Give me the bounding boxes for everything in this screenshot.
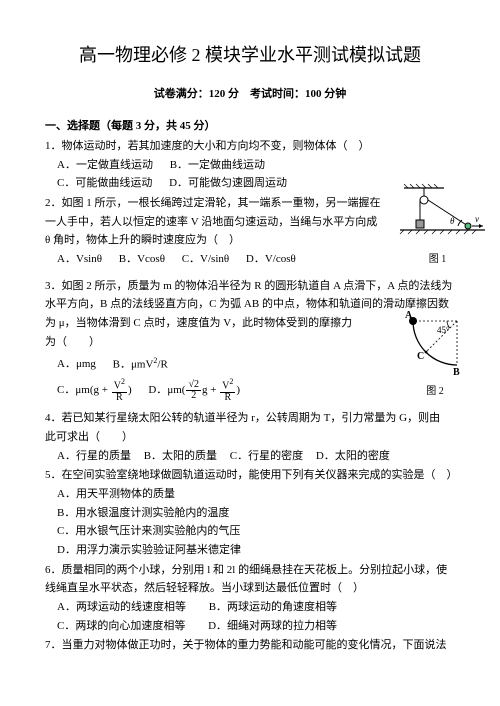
q4-stem-a: 4．若已知某行星绕太阳公转的轨道半径为 r，公转周期为 T，引力常量为 G，则由 <box>45 409 455 428</box>
figure-1-label: 图 1 <box>390 251 485 268</box>
q3-stem-a: 3．如图 2 所示，质量为 m 的物体沿半径为 R 的圆形轨道自 A 点滑下，A… <box>45 277 455 296</box>
svg-text:C: C <box>417 351 424 362</box>
q5-opt-a: A．用天平测物体的质量 <box>57 485 455 504</box>
q5-opt-c: C．用水银气压计来测实验舱内的气压 <box>57 522 455 541</box>
q2-stem-b: 一人手中，若人以恒定的速率 V 沿地面匀速运动，当绳与水平方向成 <box>45 213 385 232</box>
q6-opt-b: B．两球运动的角速度相等 <box>209 598 337 617</box>
q3-stem-d: 为（ ） <box>45 333 375 352</box>
svg-text:45°: 45° <box>437 325 450 335</box>
question-6: 6．质量相同的两个小球，分别用 l 和 2l 的细绳悬挂在天花板上。分别拉起小球… <box>45 561 455 636</box>
q2-opt-a: A．Vsinθ <box>57 250 102 269</box>
figure-2-svg: 45° A C B <box>395 311 475 377</box>
exam-meta: 试卷满分：120 分 考试时间：100 分钟 <box>45 85 455 104</box>
q4-opt-a: A．行星的质量 <box>57 447 131 466</box>
q1-opt-d: D．可能做匀速圆周运动 <box>169 174 287 193</box>
question-2: θ v 图 1 2．如图 1 所示，一根长绳跨过定滑轮，其一端系一重物，另一端握… <box>45 194 455 269</box>
question-3: 3．如图 2 所示，质量为 m 的物体沿半径为 R 的圆形轨道自 A 点滑下，A… <box>45 277 455 403</box>
question-5: 5．在空间实验室绕地球做圆轨道运动时，能使用下列有关仪器来完成的实验是（ ） A… <box>45 466 455 559</box>
q1-opt-a: A．一定做直线运动 <box>57 156 153 175</box>
svg-text:θ: θ <box>450 216 455 226</box>
figure-1-svg: θ v <box>390 182 485 244</box>
q6-stem-a: 6．质量相同的两个小球，分别用 l 和 2l 的细绳悬挂在天花板上。分别拉起小球… <box>45 561 455 580</box>
q6-stem-b: 线绳直呈水平状态，然后轻轻释放。当小球到达最低位置时（ ） <box>45 579 455 598</box>
q6-opt-a: A．两球运动的线速度相等 <box>57 598 186 617</box>
question-7: 7．当重力对物体做正功时，关于物体的重力势能和动能可能的变化情况，下面说法 <box>45 636 455 655</box>
full-score-label: 试卷满分： <box>154 88 209 100</box>
q4-opt-c: C．行星的密度 <box>230 447 303 466</box>
q7-stem: 7．当重力对物体做正功时，关于物体的重力势能和动能可能的变化情况，下面说法 <box>45 636 455 655</box>
page-title: 高一物理必修 2 模块学业水平测试模拟试题 <box>45 40 455 71</box>
q6-opt-c: C．两球的向心加速度相等 <box>57 617 185 636</box>
question-4: 4．若已知某行星绕太阳公转的轨道半径为 r，公转周期为 T，引力常量为 G，则由… <box>45 409 455 465</box>
q4-stem-b: 此可求出（ ） <box>45 428 455 447</box>
duration-value: 100 分钟 <box>305 88 346 100</box>
section-1-heading: 一、选择题（每题 3 分，共 45 分） <box>45 117 455 136</box>
q2-opt-d: D．V/cosθ <box>246 250 296 269</box>
q5-stem: 5．在空间实验室绕地球做圆轨道运动时，能使用下列有关仪器来完成的实验是（ ） <box>45 466 455 485</box>
figure-2-label: 图 2 <box>395 383 475 400</box>
q5-opt-b: B．用水银温度计测实验舱内的温度 <box>57 504 455 523</box>
q1-opt-c: C．可能做曲线运动 <box>57 174 152 193</box>
duration-label: 考试时间： <box>250 88 305 100</box>
q2-opt-c: C．V/sinθ <box>182 250 229 269</box>
q4-opt-b: B．太阳的质量 <box>144 447 217 466</box>
q1-stem: 1．物体运动时，若其加速度的大小和方向均不变，则物体体（ ） <box>45 137 455 156</box>
q6-opt-d: D．细绳对两球的拉力相等 <box>208 617 337 636</box>
q1-opt-b: B．一定做曲线运动 <box>170 156 265 175</box>
q2-opt-b: B．Vcosθ <box>119 250 165 269</box>
q2-stem-c: θ 角时，物体上升的瞬时速度应为（ ） <box>45 231 385 250</box>
full-score-value: 120 分 <box>209 88 239 100</box>
q3-opt-a: A．μmg <box>57 355 96 374</box>
q3-opt-b: B．μmV2/R <box>113 354 168 374</box>
q3-stem-c: 为 μ，当物体滑到 C 点时，速度值为 V，此时物体受到的摩擦力 <box>45 314 375 333</box>
q3-opt-d: D．μm(√22g + V2R) <box>148 378 240 403</box>
svg-text:B: B <box>453 367 460 377</box>
q4-opt-d: D．太阳的密度 <box>316 447 390 466</box>
svg-text:A: A <box>405 311 413 321</box>
q2-stem-a: 2．如图 1 所示，一根长绳跨过定滑轮，其一端系一重物，另一端握在 <box>45 194 385 213</box>
q3-opt-c: C．μm(g + V2R) <box>57 378 132 403</box>
svg-text:v: v <box>475 214 479 224</box>
q5-opt-d: D．用浮力演示实验验证阿基米德定律 <box>57 541 455 560</box>
q3-stem-b: 水平方向，B 点的法线竖直方向，C 为弧 AB 的中点，物体和轨道间的滑动摩擦因… <box>45 295 455 314</box>
